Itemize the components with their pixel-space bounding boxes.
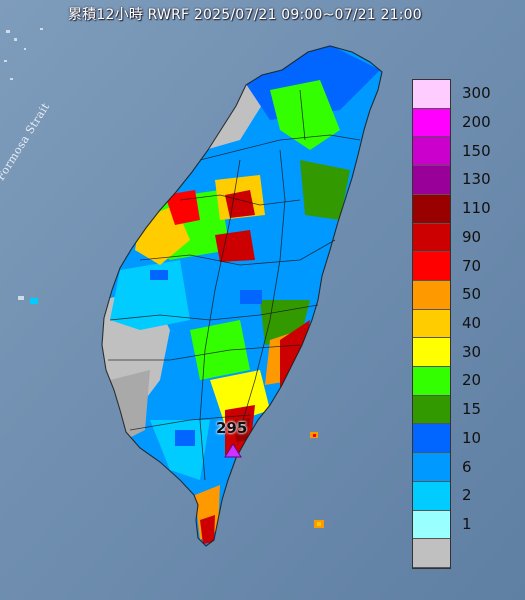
max-value-label: 295 xyxy=(216,419,248,437)
legend-label: 110 xyxy=(462,199,491,218)
legend-label: 50 xyxy=(462,285,482,304)
legend-swatch xyxy=(413,194,450,224)
legend-swatch xyxy=(413,166,450,195)
legend-label: 6 xyxy=(462,457,472,476)
map-title: 累積12小時 RWRF 2025/07/21 09:00~07/21 21:00 xyxy=(68,7,422,23)
legend-label: 150 xyxy=(462,141,491,160)
legend-label: 130 xyxy=(462,170,491,189)
legend-label: 10 xyxy=(462,428,482,447)
legend-label: 90 xyxy=(462,227,482,246)
legend-swatch xyxy=(413,395,450,425)
legend-label: 1 xyxy=(462,514,472,533)
legend-swatch xyxy=(413,424,450,454)
legend-swatch xyxy=(413,108,450,138)
legend-swatch xyxy=(413,137,450,167)
color-legend xyxy=(412,79,451,569)
legend-swatch xyxy=(413,280,450,310)
legend-label: 200 xyxy=(462,113,491,132)
legend-label: 30 xyxy=(462,342,482,361)
legend-swatch xyxy=(413,252,450,281)
county-boundaries xyxy=(101,45,383,547)
legend-swatch xyxy=(413,539,450,568)
legend-swatch xyxy=(413,453,450,482)
legend-label: 300 xyxy=(462,84,491,103)
legend-swatch xyxy=(413,481,450,511)
legend-swatch xyxy=(413,510,450,540)
legend-swatch xyxy=(413,367,450,396)
offshore-islands xyxy=(30,298,324,528)
max-rainfall-marker xyxy=(224,443,242,458)
legend-label: 40 xyxy=(462,314,482,332)
legend-swatch xyxy=(413,223,450,253)
legend-swatch xyxy=(413,309,450,339)
legend-label: 15 xyxy=(462,400,482,419)
legend-label: 70 xyxy=(462,256,482,275)
legend-swatch xyxy=(413,338,450,368)
legend-swatch xyxy=(413,80,450,109)
legend-label: 20 xyxy=(462,371,482,390)
legend-label: 2 xyxy=(462,486,472,505)
